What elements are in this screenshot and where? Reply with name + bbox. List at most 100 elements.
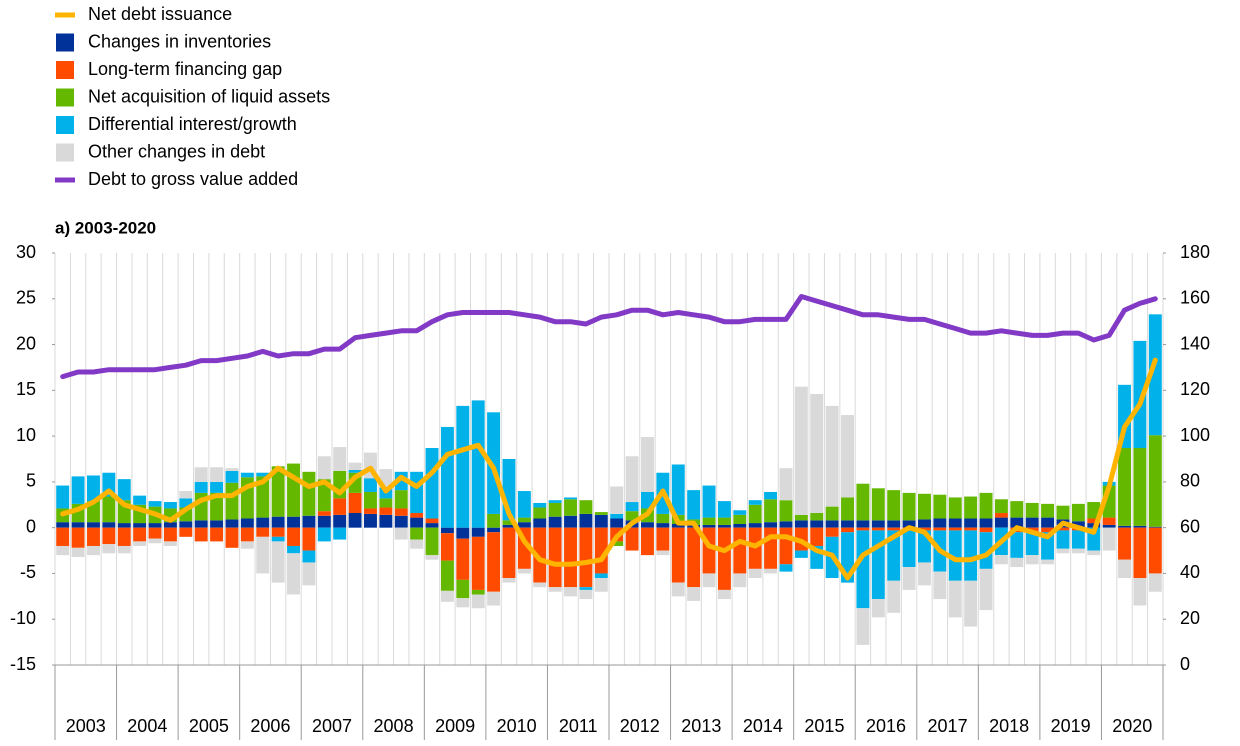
bar	[425, 523, 439, 528]
bar	[1041, 503, 1055, 518]
bar	[333, 447, 347, 471]
bar	[779, 500, 793, 522]
bar	[702, 517, 716, 525]
bar	[871, 527, 885, 531]
bar	[517, 522, 531, 528]
bar	[918, 519, 931, 528]
bar	[564, 497, 577, 500]
bar	[887, 530, 901, 581]
bar	[194, 527, 208, 542]
bar	[210, 492, 224, 521]
bar	[394, 515, 408, 528]
bar	[163, 541, 177, 546]
bar	[733, 510, 747, 515]
bar	[764, 499, 778, 523]
bar	[687, 490, 701, 520]
bar	[933, 571, 947, 600]
bar	[56, 522, 70, 528]
bar	[456, 579, 470, 599]
bar	[210, 527, 224, 542]
x-tick-label: 2012	[620, 716, 660, 736]
bar	[610, 518, 624, 528]
bar	[348, 462, 362, 470]
bar	[394, 490, 408, 509]
bar	[287, 545, 300, 554]
bar	[764, 527, 778, 569]
bar	[1025, 517, 1039, 528]
bar	[1025, 532, 1039, 556]
bar	[1118, 559, 1131, 579]
bar	[841, 415, 854, 498]
bar	[979, 568, 993, 611]
y2-tick-label: 180	[1180, 242, 1210, 262]
bar	[1102, 517, 1116, 525]
bar	[1118, 448, 1131, 526]
bar	[933, 494, 947, 519]
bar	[748, 523, 762, 528]
bar	[256, 527, 270, 537]
bar	[702, 524, 716, 528]
bar	[717, 501, 731, 518]
bar	[641, 437, 654, 492]
y2-tick-label: 100	[1180, 425, 1210, 445]
bar	[502, 578, 516, 583]
bar	[548, 527, 562, 588]
bar	[256, 476, 270, 518]
bar	[564, 499, 577, 516]
bar	[440, 560, 454, 591]
bar	[1133, 525, 1147, 528]
bar	[610, 513, 624, 519]
bar	[856, 483, 870, 521]
bar	[317, 511, 331, 516]
bar	[517, 517, 531, 523]
bar	[1102, 527, 1116, 551]
bar	[87, 475, 100, 502]
bar	[764, 491, 778, 500]
bar	[487, 591, 501, 606]
bar	[1118, 525, 1131, 528]
bar	[1010, 532, 1024, 558]
bar	[948, 580, 962, 618]
bar	[994, 555, 1008, 565]
bar	[533, 507, 547, 519]
bar	[87, 545, 100, 556]
bar	[87, 522, 100, 528]
bar	[1071, 530, 1085, 549]
bar	[918, 527, 931, 531]
bar	[1148, 573, 1162, 592]
bar	[625, 527, 639, 551]
bar	[225, 527, 239, 548]
bar	[656, 527, 670, 551]
bar	[871, 488, 885, 521]
bar	[225, 482, 239, 520]
bar	[425, 555, 439, 560]
y-tick-label: 5	[26, 471, 36, 491]
bar	[856, 520, 870, 528]
bar	[994, 499, 1008, 514]
bar	[564, 527, 577, 588]
x-tick-label: 2008	[374, 716, 414, 736]
bar	[1148, 314, 1162, 436]
bar	[240, 541, 254, 549]
bar	[194, 520, 208, 528]
bar	[656, 523, 670, 528]
bar	[71, 547, 85, 557]
bar	[271, 516, 285, 528]
line	[60, 294, 1158, 380]
bar	[579, 500, 593, 514]
bar	[918, 562, 931, 586]
bar	[825, 520, 839, 528]
bar	[440, 426, 454, 528]
bar	[641, 522, 654, 528]
legend-swatch	[56, 143, 74, 162]
bar	[348, 513, 362, 528]
bar	[517, 491, 531, 518]
bar	[287, 463, 300, 517]
bar	[902, 520, 916, 528]
y-tick-label: -5	[20, 562, 36, 582]
bar	[440, 590, 454, 602]
bar	[548, 500, 562, 503]
bar	[948, 518, 962, 528]
bar	[594, 578, 608, 592]
bar	[656, 513, 670, 524]
